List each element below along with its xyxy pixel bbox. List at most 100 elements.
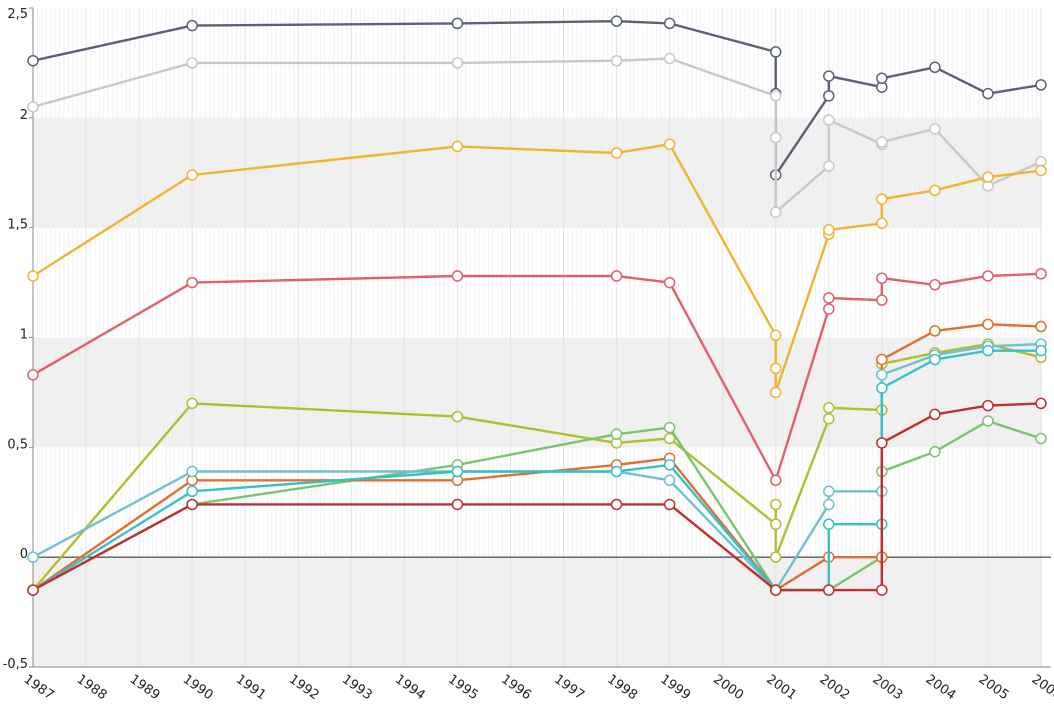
data-point[interactable] bbox=[186, 485, 198, 498]
data-point[interactable] bbox=[663, 421, 676, 434]
data-point[interactable] bbox=[1035, 320, 1047, 333]
data-point[interactable] bbox=[823, 70, 835, 82]
data-point[interactable] bbox=[982, 344, 994, 357]
data-point[interactable] bbox=[823, 485, 835, 498]
data-point[interactable] bbox=[769, 498, 782, 511]
data-point[interactable] bbox=[27, 54, 39, 67]
data-point[interactable] bbox=[1035, 268, 1047, 280]
data-point[interactable] bbox=[663, 17, 676, 30]
y-tick-label: 1 bbox=[20, 328, 28, 343]
data-point[interactable] bbox=[27, 270, 39, 282]
data-point[interactable] bbox=[769, 206, 782, 219]
data-point[interactable] bbox=[451, 410, 464, 423]
data-point[interactable] bbox=[27, 369, 39, 381]
data-point[interactable] bbox=[876, 353, 888, 366]
data-point[interactable] bbox=[823, 518, 835, 530]
data-point[interactable] bbox=[769, 584, 782, 596]
data-point[interactable] bbox=[610, 428, 623, 440]
data-point[interactable] bbox=[769, 46, 782, 58]
data-point[interactable] bbox=[769, 329, 782, 342]
data-point[interactable] bbox=[876, 369, 888, 381]
data-point[interactable] bbox=[823, 303, 835, 315]
data-point[interactable] bbox=[929, 445, 941, 458]
data-point[interactable] bbox=[823, 584, 835, 596]
data-point[interactable] bbox=[769, 551, 782, 563]
data-point[interactable] bbox=[610, 498, 623, 511]
data-point[interactable] bbox=[823, 90, 835, 102]
data-point[interactable] bbox=[929, 325, 941, 337]
data-point[interactable] bbox=[451, 57, 464, 69]
data-point[interactable] bbox=[876, 584, 888, 596]
data-point[interactable] bbox=[663, 432, 676, 445]
data-point[interactable] bbox=[876, 72, 888, 85]
data-point[interactable] bbox=[1035, 432, 1047, 445]
data-point[interactable] bbox=[929, 184, 941, 197]
data-point[interactable] bbox=[982, 318, 994, 331]
data-point[interactable] bbox=[610, 147, 623, 159]
data-point[interactable] bbox=[982, 399, 994, 412]
data-point[interactable] bbox=[769, 362, 782, 375]
data-point[interactable] bbox=[610, 270, 623, 282]
data-point[interactable] bbox=[823, 114, 835, 126]
data-point[interactable] bbox=[27, 551, 39, 563]
data-point[interactable] bbox=[982, 415, 994, 427]
data-point[interactable] bbox=[823, 413, 835, 425]
data-point[interactable] bbox=[929, 279, 941, 291]
series-2 bbox=[27, 138, 1047, 399]
data-point[interactable] bbox=[1035, 344, 1047, 357]
data-point[interactable] bbox=[1035, 397, 1047, 410]
data-point[interactable] bbox=[663, 459, 676, 471]
data-point[interactable] bbox=[610, 15, 623, 27]
data-point[interactable] bbox=[823, 292, 835, 304]
data-point[interactable] bbox=[876, 193, 888, 205]
data-point[interactable] bbox=[1035, 164, 1047, 177]
data-point[interactable] bbox=[663, 276, 676, 289]
x-tick-label: 1993 bbox=[339, 672, 375, 703]
data-point[interactable] bbox=[823, 160, 835, 172]
data-point[interactable] bbox=[610, 465, 623, 478]
data-point[interactable] bbox=[929, 353, 941, 366]
data-point[interactable] bbox=[451, 498, 464, 511]
data-point[interactable] bbox=[27, 584, 39, 596]
data-point[interactable] bbox=[451, 17, 464, 30]
data-point[interactable] bbox=[610, 54, 623, 67]
data-point[interactable] bbox=[876, 294, 888, 306]
data-point[interactable] bbox=[1035, 79, 1047, 91]
data-point[interactable] bbox=[823, 498, 835, 511]
data-point[interactable] bbox=[663, 138, 676, 150]
data-point[interactable] bbox=[186, 57, 198, 69]
data-point[interactable] bbox=[186, 465, 198, 478]
data-point[interactable] bbox=[769, 386, 782, 399]
data-point[interactable] bbox=[663, 498, 676, 511]
data-point[interactable] bbox=[876, 382, 888, 394]
data-point[interactable] bbox=[929, 61, 941, 74]
data-point[interactable] bbox=[451, 465, 464, 478]
data-point[interactable] bbox=[823, 402, 835, 414]
data-point[interactable] bbox=[663, 52, 676, 65]
data-point[interactable] bbox=[663, 474, 676, 487]
data-point[interactable] bbox=[982, 270, 994, 282]
data-point[interactable] bbox=[876, 136, 888, 148]
data-point[interactable] bbox=[982, 171, 994, 183]
data-point[interactable] bbox=[769, 518, 782, 530]
data-point[interactable] bbox=[27, 101, 39, 113]
data-point[interactable] bbox=[769, 90, 782, 102]
data-point[interactable] bbox=[823, 224, 835, 236]
data-point[interactable] bbox=[929, 408, 941, 421]
data-point[interactable] bbox=[186, 19, 198, 32]
data-point[interactable] bbox=[186, 397, 198, 410]
data-point[interactable] bbox=[876, 437, 888, 449]
data-point[interactable] bbox=[186, 276, 198, 289]
data-point[interactable] bbox=[769, 474, 782, 487]
data-point[interactable] bbox=[769, 131, 782, 144]
data-point[interactable] bbox=[451, 270, 464, 282]
data-point[interactable] bbox=[186, 169, 198, 181]
data-point[interactable] bbox=[876, 272, 888, 284]
data-point[interactable] bbox=[451, 140, 464, 153]
data-point[interactable] bbox=[876, 217, 888, 230]
x-tick-label: 1999 bbox=[657, 672, 693, 703]
x-tick-label: 1991 bbox=[233, 672, 269, 703]
data-point[interactable] bbox=[982, 87, 994, 100]
data-point[interactable] bbox=[929, 123, 941, 135]
data-point[interactable] bbox=[186, 498, 198, 511]
